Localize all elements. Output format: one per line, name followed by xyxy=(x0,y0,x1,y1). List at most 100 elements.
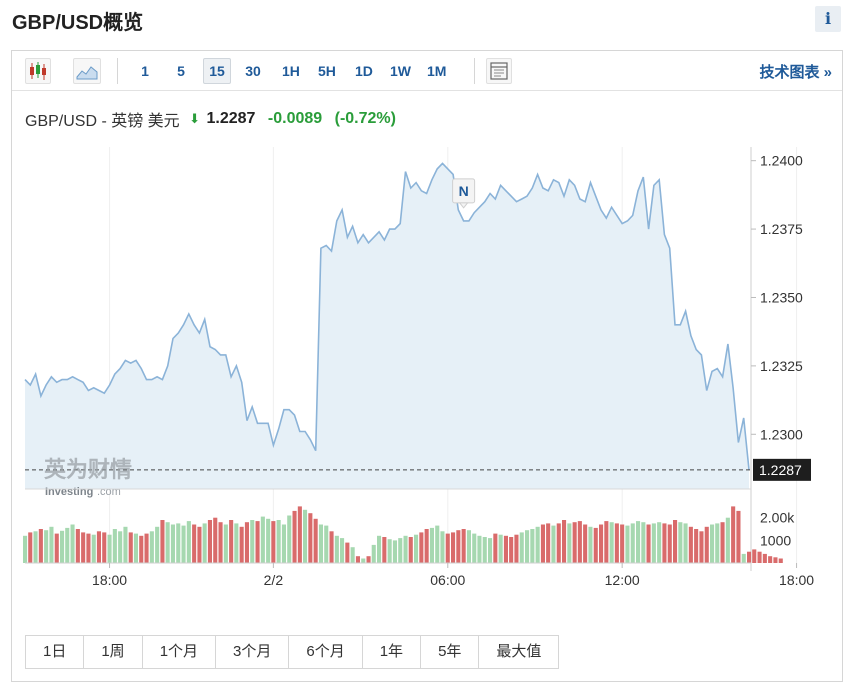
volume-bar xyxy=(123,526,128,563)
volume-bar xyxy=(133,533,138,563)
volume-bar xyxy=(778,558,783,563)
price-area xyxy=(25,163,749,489)
volume-bar xyxy=(567,523,572,563)
quote-pair-name: GBP/USD - 英镑 美元 xyxy=(25,113,180,130)
volume-bar xyxy=(260,516,265,563)
volume-bar xyxy=(54,533,59,563)
range-button-1w[interactable]: 1周 xyxy=(84,636,143,668)
volume-bar xyxy=(614,523,619,563)
volume-bar xyxy=(149,531,154,563)
volume-bar xyxy=(688,526,693,563)
volume-bar xyxy=(144,533,149,563)
volume-bar xyxy=(313,518,318,563)
volume-bar xyxy=(509,537,514,563)
watermark-logo-text: 英为财情 xyxy=(44,457,132,483)
volume-bar xyxy=(197,526,202,563)
volume-bar xyxy=(308,513,313,563)
volume-bar xyxy=(667,524,672,563)
volume-bar xyxy=(577,521,582,563)
interval-button-1h[interactable]: 1H xyxy=(282,63,300,79)
volume-bar xyxy=(65,527,70,563)
volume-bar xyxy=(60,530,65,563)
interval-button-1[interactable]: 1 xyxy=(141,63,149,79)
range-button-5y[interactable]: 5年 xyxy=(421,636,480,668)
watermark-site-suffix: .com xyxy=(97,486,121,498)
volume-bar xyxy=(572,522,577,563)
volume-bar xyxy=(535,526,540,563)
volume-bar xyxy=(23,535,28,563)
interval-button-15[interactable]: 15 xyxy=(203,58,231,84)
volume-bar xyxy=(340,538,345,563)
volume-bar xyxy=(710,524,715,563)
volume-bar xyxy=(657,522,662,563)
volume-bar xyxy=(440,531,445,563)
toolbar-divider xyxy=(474,58,475,84)
volume-bar xyxy=(371,544,376,563)
volume-bar xyxy=(218,522,223,563)
volume-bar xyxy=(604,521,609,563)
volume-bar xyxy=(620,524,625,563)
area-chart-icon[interactable] xyxy=(73,58,101,84)
volume-bar xyxy=(466,530,471,563)
volume-bar xyxy=(334,535,339,563)
interval-button-1m[interactable]: 1M xyxy=(427,63,447,79)
volume-bar xyxy=(488,538,493,563)
volume-bar xyxy=(387,539,392,563)
volume-bar xyxy=(81,532,86,563)
volume-bar xyxy=(414,534,419,563)
volume-bar xyxy=(472,533,477,563)
volume-bar xyxy=(382,537,387,563)
last-price-tag xyxy=(753,458,811,481)
range-button-1m[interactable]: 1个月 xyxy=(142,636,217,668)
interval-button-30[interactable]: 30 xyxy=(245,63,261,79)
volume-bar xyxy=(662,523,667,563)
range-button-max[interactable]: 最大值 xyxy=(479,636,559,668)
volume-bar xyxy=(530,529,535,563)
volume-bar xyxy=(49,526,54,563)
volume-tick-label: 2.00k xyxy=(760,510,795,526)
volume-bar xyxy=(593,527,598,563)
volume-bar xyxy=(562,520,567,563)
volume-bar xyxy=(223,524,228,563)
y-tick-label: 1.2300 xyxy=(760,426,803,442)
volume-bar xyxy=(694,529,699,563)
volume-bar xyxy=(118,531,123,563)
interval-button-1d[interactable]: 1D xyxy=(355,63,373,79)
volume-bar xyxy=(419,532,424,563)
range-button-6m[interactable]: 6个月 xyxy=(289,636,363,668)
price-chart[interactable]: 1.2400 1.2375 1.2350 1.2325 1.2300 1.2287 N 英为财… xyxy=(12,51,842,631)
volume-bar xyxy=(276,520,281,563)
volume-bar xyxy=(297,506,302,563)
volume-bar xyxy=(424,529,429,563)
chart-panel: 1 5 15 30 1H 5H 1D 1W 1M 技术图表 » GBP/USD - 英镑 美元 … xyxy=(11,50,843,682)
technical-chart-link[interactable]: 技术图表 » xyxy=(759,64,832,81)
down-arrow-icon: ⬇ xyxy=(189,111,201,126)
volume-bar xyxy=(493,533,498,563)
volume-bar xyxy=(239,526,244,563)
volume-bar xyxy=(107,534,112,563)
volume-bar xyxy=(551,525,556,563)
volume-bar xyxy=(445,533,450,563)
chart-toolbar: 1 5 15 30 1H 5H 1D 1W 1M 技术图表 » xyxy=(12,51,842,91)
volume-bar xyxy=(271,521,276,563)
volume-bar xyxy=(192,524,197,563)
interval-button-5[interactable]: 5 xyxy=(177,63,185,79)
volume-bar xyxy=(33,531,38,563)
x-tick-label: 2/2 xyxy=(264,572,284,588)
range-button-1d[interactable]: 1日 xyxy=(26,636,85,668)
page-title: GBP/USD概览 xyxy=(12,12,144,34)
volume-bar xyxy=(583,524,588,563)
volume-bar xyxy=(699,531,704,563)
volume-bar xyxy=(345,542,350,563)
range-button-1y[interactable]: 1年 xyxy=(362,636,422,668)
range-button-3m[interactable]: 3个月 xyxy=(216,636,290,668)
volume-bar xyxy=(176,523,181,563)
layout-settings-icon[interactable] xyxy=(486,58,512,84)
candlestick-chart-icon[interactable] xyxy=(25,58,51,84)
interval-button-5h[interactable]: 5H xyxy=(318,63,336,79)
quote-summary: GBP/USD - 英镑 美元 ⬇ 1.2287 -0.0089 (-0.72%… xyxy=(25,107,396,131)
volume-bar xyxy=(641,522,646,563)
interval-button-1w[interactable]: 1W xyxy=(390,63,411,79)
info-button[interactable]: i xyxy=(815,6,841,32)
toolbar-divider xyxy=(117,58,118,84)
